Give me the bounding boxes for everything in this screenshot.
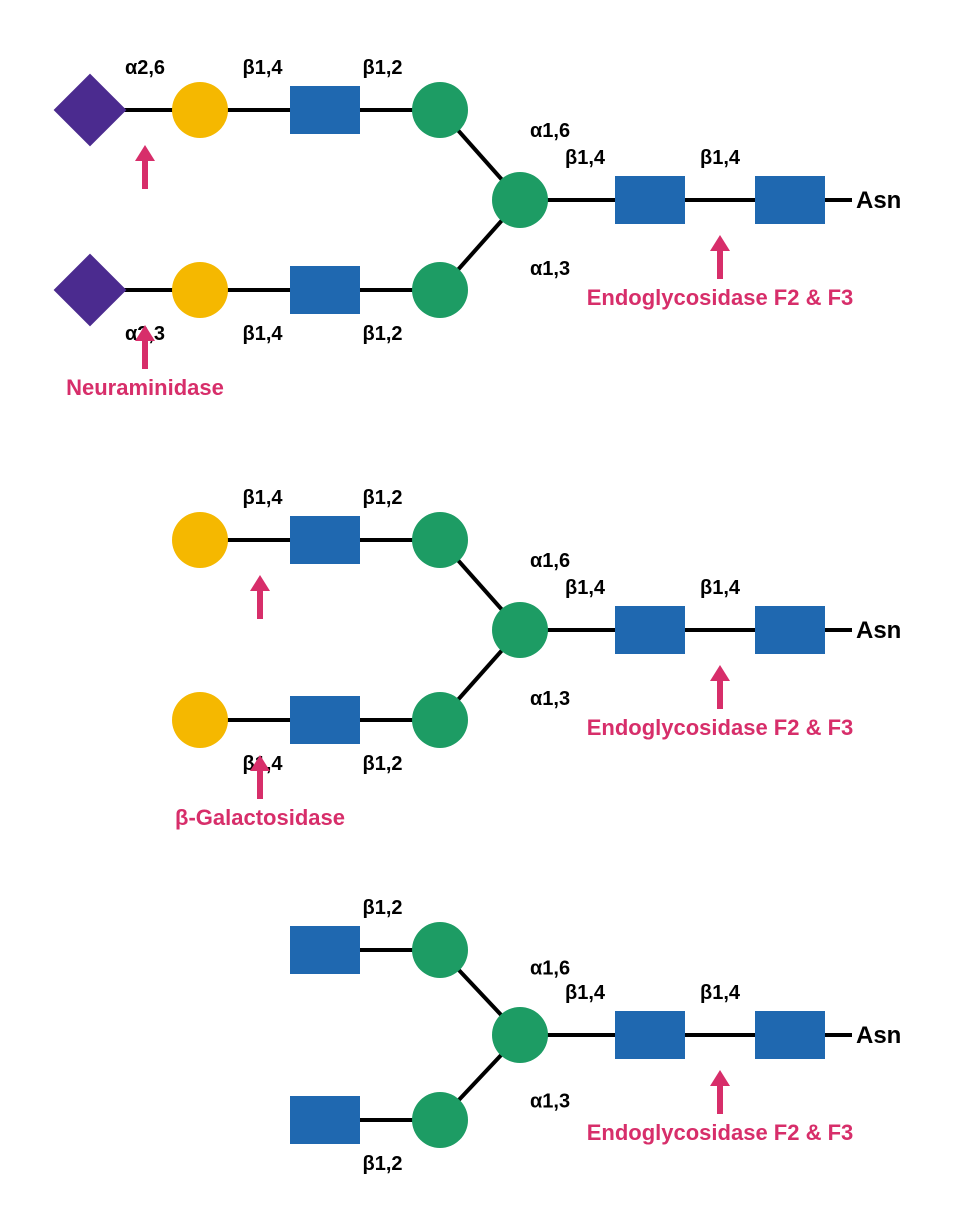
glcnac-icon	[290, 266, 360, 314]
mannose-icon	[412, 512, 468, 568]
glcnac-icon	[615, 176, 685, 224]
glycan-diagram: α2,6β1,4β1,2α2,3β1,4β1,2α1,6α1,3β1,4β1,4…	[0, 0, 960, 1210]
glcnac-icon	[290, 926, 360, 974]
glycosidic-bond	[458, 560, 503, 610]
linkage-label: β1,4	[565, 982, 606, 1004]
linkage-label: β1,4	[242, 323, 283, 345]
enzyme-label: Endoglycosidase F2 & F3	[587, 1120, 854, 1145]
glcnac-icon	[755, 606, 825, 654]
glcnac-icon	[615, 606, 685, 654]
galactose-icon	[172, 692, 228, 748]
glcnac-icon	[290, 516, 360, 564]
linkage-label: β1,2	[362, 57, 402, 79]
galactose-icon	[172, 82, 228, 138]
enzyme-label: Neuraminidase	[66, 375, 224, 400]
sialic-acid-icon	[54, 74, 127, 147]
linkage-label: β1,2	[362, 753, 402, 775]
asn-label: Asn	[856, 617, 901, 644]
sialic-acid-icon	[54, 254, 127, 327]
linkage-label: β1,4	[565, 577, 606, 599]
linkage-label: α1,6	[530, 958, 570, 980]
linkage-label: β1,4	[242, 57, 283, 79]
glycosidic-bond	[458, 130, 503, 180]
linkage-label: β1,4	[565, 147, 606, 169]
enzyme-label: Endoglycosidase F2 & F3	[587, 285, 854, 310]
glycan-panel-3: β1,2 β1,2 α1,6 α1,3 β1,4 β1,4 Asn Endoglycosida…	[290, 897, 901, 1175]
asn-label: Asn	[856, 187, 901, 214]
glcnac-icon	[755, 176, 825, 224]
mannose-icon	[412, 692, 468, 748]
glcnac-icon	[755, 1011, 825, 1059]
mannose-icon	[492, 602, 548, 658]
mannose-icon	[492, 172, 548, 228]
enzyme-label: β-Galactosidase	[175, 805, 345, 830]
glcnac-icon	[290, 86, 360, 134]
galactose-icon	[172, 512, 228, 568]
glycan-panel-2: β1,4β1,2β1,4β1,2α1,6α1,3β1,4β1,4Asnβ-Gal…	[172, 487, 901, 830]
glycan-panel-1: α2,6β1,4β1,2α2,3β1,4β1,2α1,6α1,3β1,4β1,4…	[54, 57, 902, 400]
mannose-icon	[412, 262, 468, 318]
mannose-icon	[412, 82, 468, 138]
galactose-icon	[172, 262, 228, 318]
cleavage-arrow-icon	[710, 665, 730, 709]
mannose-icon	[492, 1007, 548, 1063]
glycosidic-bond	[458, 220, 503, 270]
linkage-label: β1,2	[362, 897, 402, 919]
linkage-label: α1,3	[530, 688, 570, 710]
linkage-label: α1,3	[530, 258, 570, 280]
glycosidic-bond	[458, 1054, 502, 1100]
cleavage-arrow-icon	[135, 145, 155, 189]
glcnac-icon	[290, 1096, 360, 1144]
linkage-label: α1,3	[530, 1091, 570, 1113]
linkage-label: α1,6	[530, 120, 570, 142]
linkage-label: β1,4	[700, 577, 741, 599]
asn-label: Asn	[856, 1022, 901, 1049]
glycosidic-bond	[458, 650, 503, 700]
linkage-label: β1,4	[700, 147, 741, 169]
linkage-label: β1,2	[362, 323, 402, 345]
linkage-label: β1,2	[362, 1153, 402, 1175]
mannose-icon	[412, 922, 468, 978]
glcnac-icon	[615, 1011, 685, 1059]
linkage-label: β1,2	[362, 487, 402, 509]
cleavage-arrow-icon	[710, 1070, 730, 1114]
linkage-label: β1,4	[700, 982, 741, 1004]
enzyme-label: Endoglycosidase F2 & F3	[587, 715, 854, 740]
linkage-label: β1,4	[242, 487, 283, 509]
linkage-label: α2,6	[125, 57, 165, 79]
glycosidic-bond	[458, 969, 502, 1015]
cleavage-arrow-icon	[710, 235, 730, 279]
cleavage-arrow-icon	[250, 575, 270, 619]
glcnac-icon	[290, 696, 360, 744]
mannose-icon	[412, 1092, 468, 1148]
linkage-label: α1,6	[530, 550, 570, 572]
